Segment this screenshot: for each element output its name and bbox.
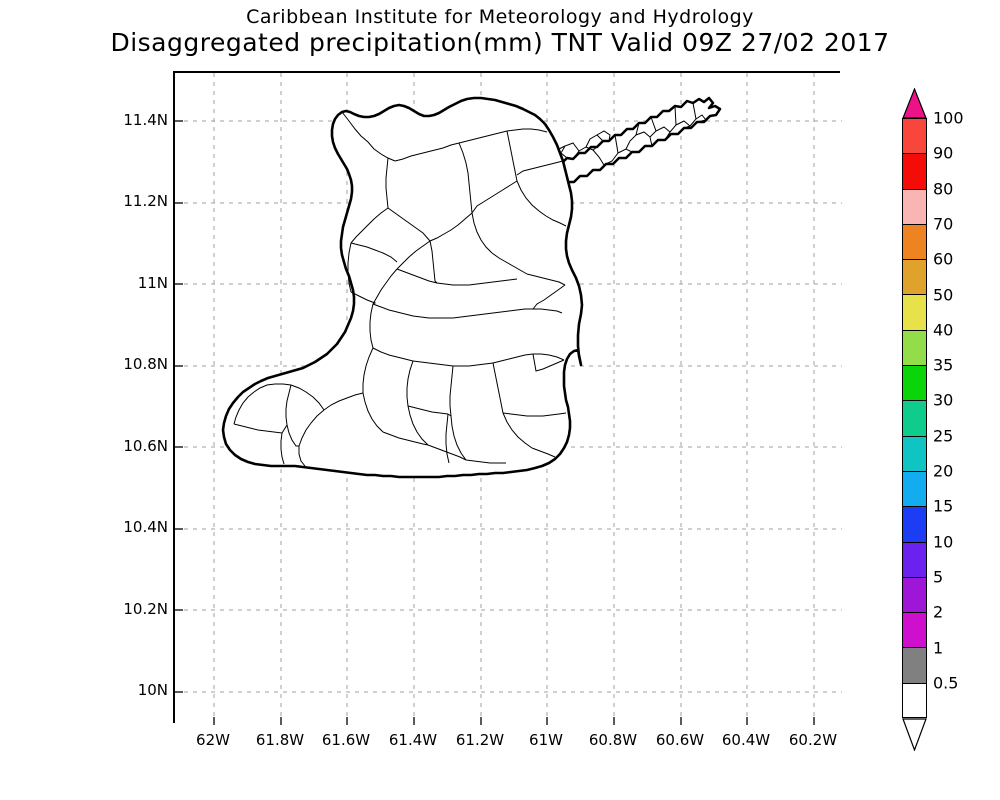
ytick-10.6N: 10.6N [123, 437, 168, 455]
xtick-60.4W: 60.4W [721, 731, 771, 749]
colorbar-band-25 [902, 435, 927, 471]
colorbar-under-arrow [902, 718, 927, 752]
trinidad-admin-boundaries [233, 111, 567, 467]
colorbar-band-1 [902, 647, 927, 683]
frame-ticks [175, 120, 815, 725]
colorbar-band-60 [902, 259, 927, 295]
colorbar-band-2 [902, 612, 927, 648]
colorbar-label-35: 35 [933, 355, 954, 375]
trinidad-coastline-final [221, 96, 584, 479]
colorbar-label-50: 50 [933, 285, 954, 304]
colorbar-band-5 [902, 576, 927, 613]
colorbar-band-40 [902, 329, 927, 366]
colorbar-band-35 [902, 365, 927, 401]
ytick-10.8N: 10.8N [123, 355, 168, 373]
colorbar-label-0.5: 0.5 [933, 673, 959, 693]
colorbar-band-70 [902, 223, 927, 260]
y-axis-labels: 11.4N 11.2N 11N 10.8N 10.6N 10.4N 10.2N … [60, 71, 168, 723]
colorbar-label-40: 40 [933, 320, 954, 340]
colorbar-band-20 [902, 470, 927, 507]
colorbar-label-10: 10 [933, 532, 954, 552]
colorbar-band-0.5 [902, 682, 927, 719]
x-axis-labels: 62W 61.8W 61.6W 61.4W 61.2W 61W 60.8W 60… [0, 731, 1000, 755]
colorbar-band-80 [902, 188, 927, 224]
colorbar-label-5: 5 [933, 567, 944, 587]
colorbar-label-100: 100 [933, 108, 964, 128]
colorbar-label-2: 2 [933, 602, 944, 622]
colorbar-band-90 [902, 153, 927, 189]
colorbar-label-25: 25 [933, 426, 954, 446]
colorbar-band-30 [902, 400, 927, 436]
colorbar-bands [902, 118, 927, 719]
precipitation-colorbar: 100 90 80 70 60 50 40 35 30 25 20 15 10 5 2 1 0.5 [902, 88, 998, 752]
coastline-overlay [175, 73, 842, 725]
xtick-60.6W: 60.6W [655, 731, 705, 749]
xtick-61.2W: 61.2W [455, 731, 505, 749]
colorbar-label-70: 70 [933, 214, 954, 234]
page-title: Disaggregated precipitation(mm) TNT Vali… [110, 28, 890, 57]
xtick-62W: 62W [196, 731, 230, 749]
ytick-10.2N: 10.2N [123, 600, 168, 618]
colorbar-label-80: 80 [933, 179, 954, 199]
colorbar-label-60: 60 [933, 249, 954, 269]
map-plot-area [173, 71, 842, 725]
island-trinidad [221, 96, 584, 479]
ytick-11N: 11N [137, 274, 168, 292]
xtick-61W: 61W [529, 731, 563, 749]
xtick-61.6W: 61.6W [321, 731, 371, 749]
xtick-60.8W: 60.8W [588, 731, 638, 749]
colorbar-label-1: 1 [933, 638, 944, 657]
colorbar-band-50 [902, 294, 927, 330]
colorbar-label-20: 20 [933, 461, 954, 481]
xtick-61.4W: 61.4W [388, 731, 438, 749]
colorbar-over-arrow [902, 88, 927, 119]
xtick-60.2W: 60.2W [788, 731, 838, 749]
final-map-render [175, 73, 842, 725]
ytick-10.4N: 10.4N [123, 518, 168, 536]
ytick-11.2N: 11.2N [123, 192, 168, 210]
colorbar-label-15: 15 [933, 496, 954, 516]
colorbar-band-100 [902, 118, 927, 154]
colorbar-label-90: 90 [933, 143, 954, 163]
institute-subtitle: Caribbean Institute for Meteorology and … [246, 6, 754, 28]
colorbar-label-30: 30 [933, 390, 954, 410]
ytick-11.4N: 11.4N [123, 111, 168, 129]
colorbar-band-10 [902, 541, 927, 577]
xtick-61.8W: 61.8W [255, 731, 305, 749]
colorbar-band-15 [902, 506, 927, 542]
ytick-10N: 10N [137, 681, 168, 699]
